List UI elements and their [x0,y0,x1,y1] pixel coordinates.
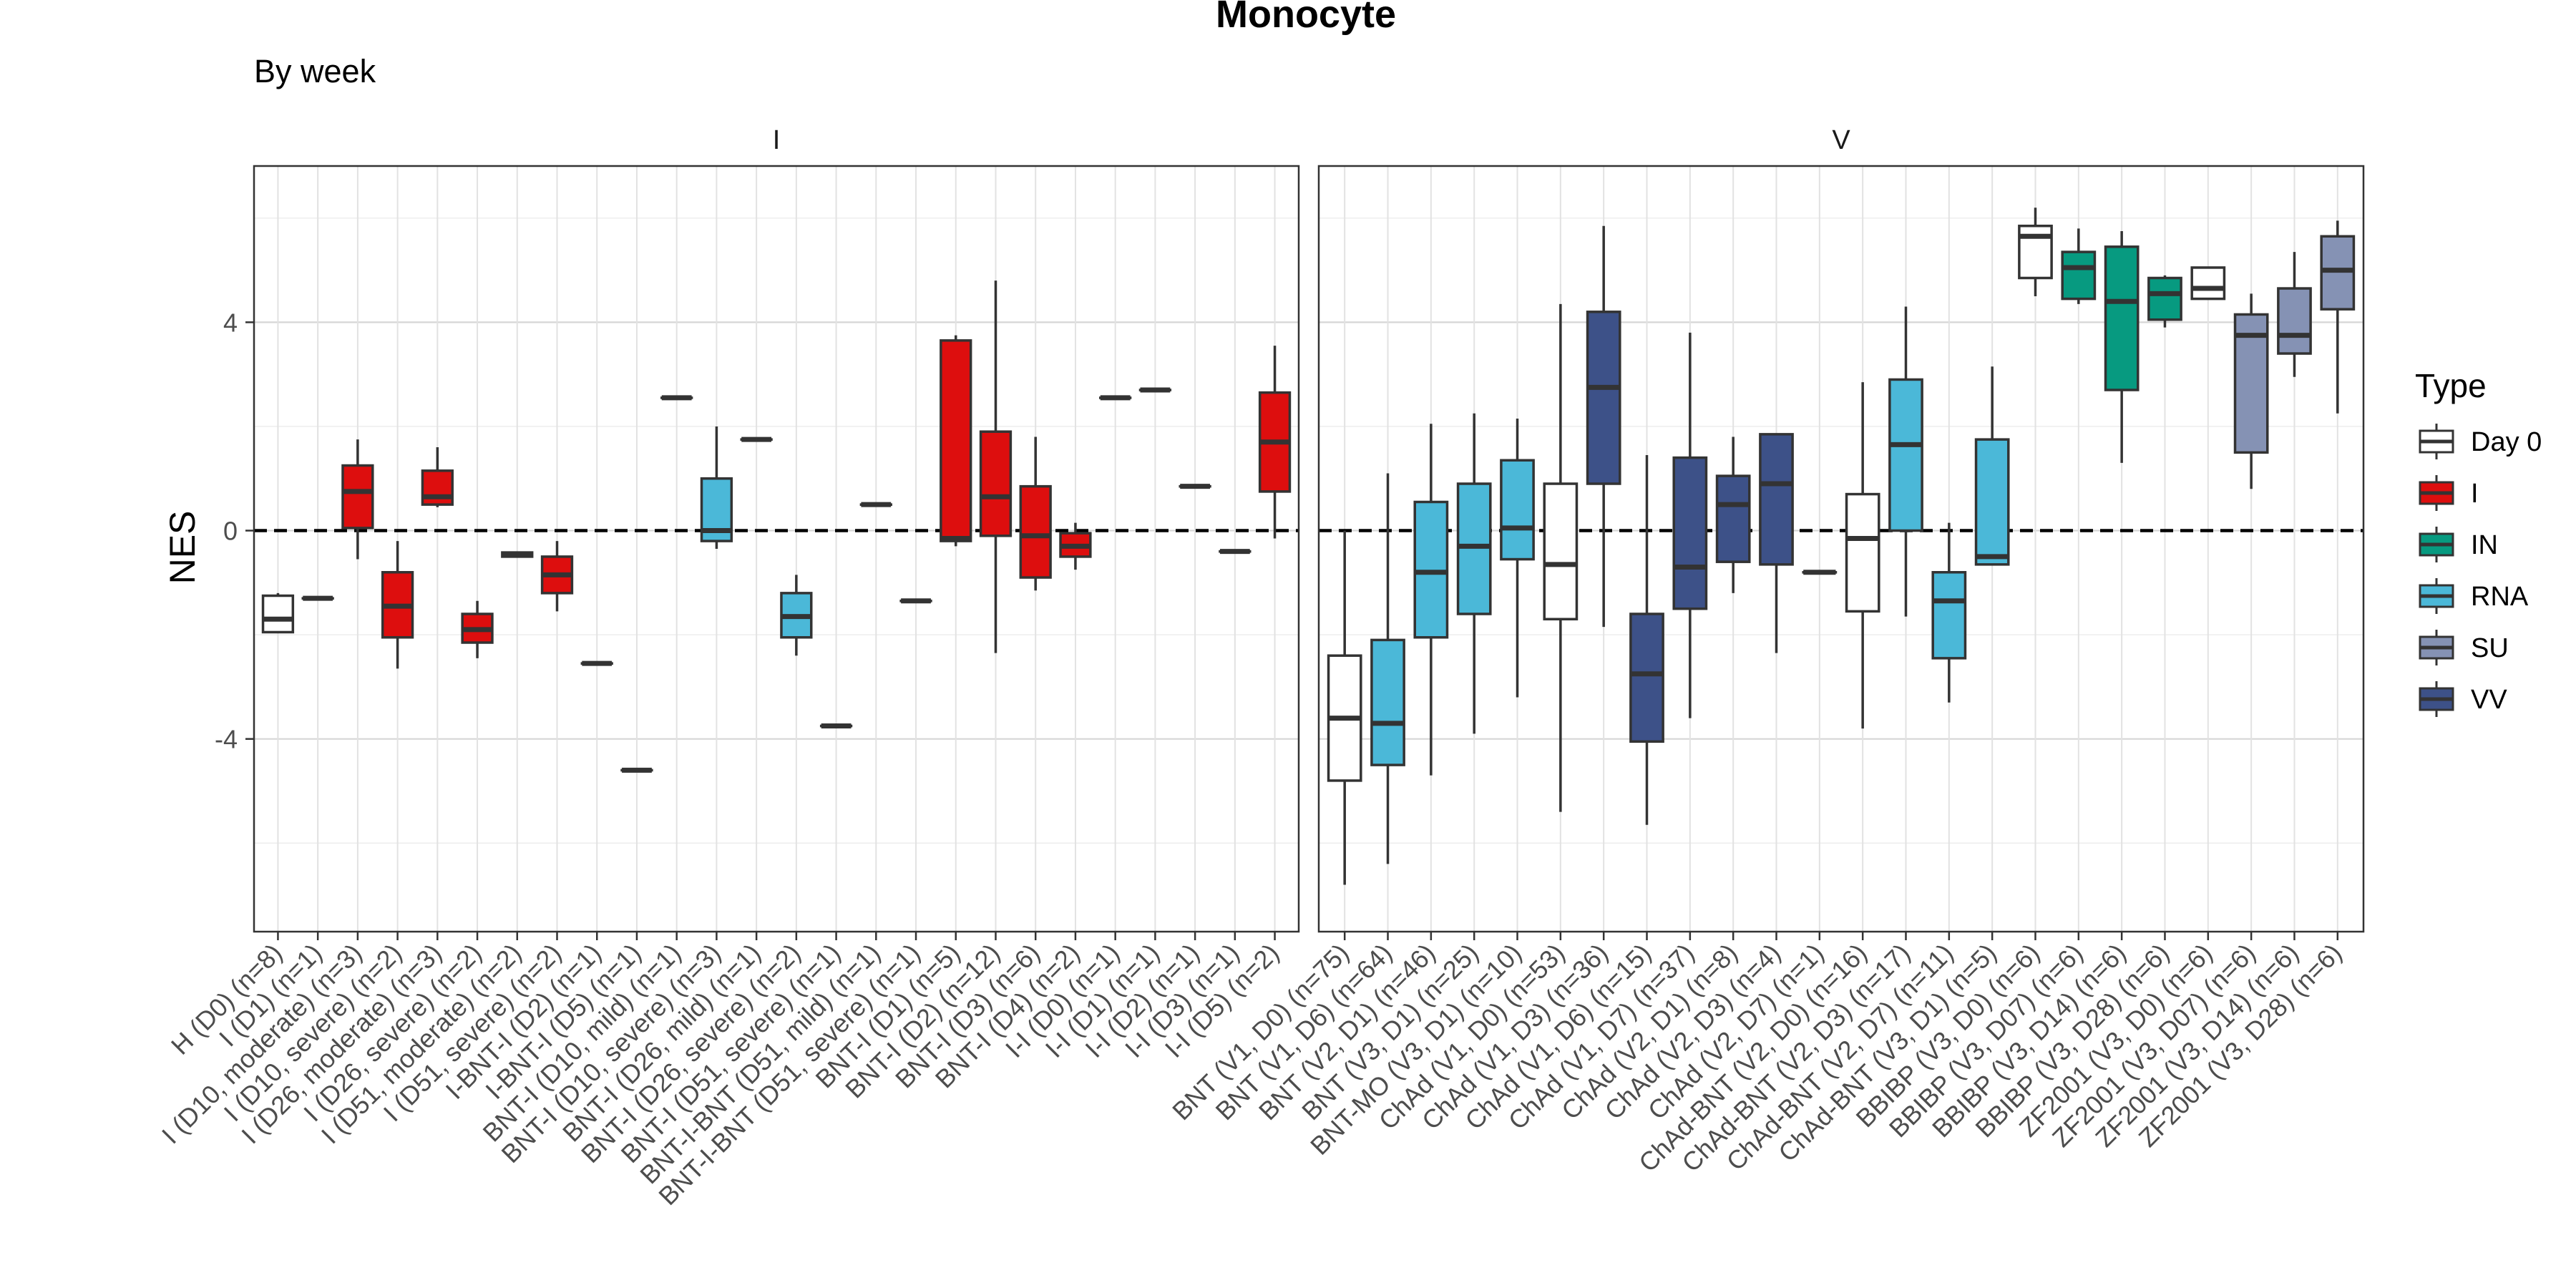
panel-plot-area [1319,166,2363,932]
box-body [1543,482,1579,621]
chart-subtitle: By week [254,53,376,89]
box-16 [2018,208,2053,296]
box-body [940,339,972,542]
chart-legend: Type Day 0 I IN RNA SU VV [2415,367,2542,717]
box-6 [501,551,534,558]
y-tick-label: -4 [215,725,238,754]
y-tick-label: 0 [223,517,238,546]
box-body [979,430,1013,537]
box-4 [1500,419,1535,698]
box-body [261,594,295,634]
box-body [1456,482,1492,615]
box-body [2104,245,2140,391]
chart-title: Monocyte [1216,0,1396,36]
box-body [1715,474,1751,563]
box-19 [2147,275,2182,328]
box-2 [341,439,374,560]
legend-label: SU [2471,633,2509,663]
box-body [1019,484,1052,579]
box-body [1629,613,1664,743]
y-tick-label: 4 [223,308,238,337]
box-17 [940,335,972,547]
box-body [1759,433,1794,566]
box-body [2147,276,2182,321]
panel-border [1317,165,2365,933]
box-13 [780,575,813,656]
box-body [341,464,374,530]
box-body [1931,571,1967,660]
box-25 [1258,346,1292,539]
legend-entry: I [2419,475,2479,511]
legend-label: IN [2471,530,2498,560]
box-10 [1759,433,1794,653]
legend-entry: VV [2419,681,2507,717]
box-body [1672,456,1708,610]
box-23 [2320,220,2356,414]
panel-plot-area [254,166,1299,932]
box-17 [2061,228,2097,304]
box-body [1500,459,1535,561]
box-body [2320,235,2356,311]
box-18 [979,280,1013,653]
box-3 [1456,413,1492,734]
box-body [1888,378,1923,532]
legend-entry: IN [2419,527,2498,562]
box-9 [1715,436,1751,593]
legend-label: Day 0 [2471,427,2542,457]
legend-label: I [2471,479,2479,509]
box-0 [1327,530,1362,885]
y-axis: 4 0 -4 [215,308,254,754]
box-21 [2233,293,2269,489]
box-0 [261,592,295,634]
box-18 [2104,230,2140,463]
box-7 [540,541,574,612]
legend-label: RNA [2471,582,2529,612]
legend-entry: SU [2419,630,2509,665]
box-15 [1974,366,2010,566]
box-body [1974,438,2010,566]
legend-entry: RNA [2419,578,2529,614]
box-14 [1931,522,1967,703]
box-11 [700,426,733,549]
panel-strip-label: I [773,125,781,155]
box-body [1413,500,1449,639]
box-20 [1059,522,1092,570]
box-6 [1586,225,1621,628]
box-body [2018,224,2053,280]
y-axis-label: NES [162,511,203,585]
panel-border [253,165,1300,933]
legend-label: VV [2471,685,2507,715]
box-3 [381,541,414,669]
box-20 [2190,266,2226,301]
box-4 [421,447,454,507]
box-body [421,469,454,506]
box-5 [461,600,494,658]
box-8 [1672,332,1708,718]
box-1 [1370,473,1405,864]
box-body [1586,311,1621,485]
box-12 [1845,382,1880,729]
box-7 [1629,454,1664,825]
panel-strip-label: V [1832,125,1850,155]
box-body [2190,266,2226,301]
box-body [1845,492,1880,613]
box-19 [1019,436,1052,591]
panel-i: IH (D0) (n=8)I (D1) (n=1)I (D10, moderat… [156,125,1300,1211]
box-body [2061,250,2097,301]
legend-title: Type [2415,367,2487,404]
box-5 [1543,303,1579,812]
chart-panels: IH (D0) (n=8)I (D1) (n=1)I (D10, moderat… [156,125,2365,1211]
box-22 [2277,252,2312,377]
legend-entry: Day 0 [2419,424,2542,459]
box-13 [1888,306,1923,617]
box-body [2277,287,2312,355]
box-body [1370,638,1405,766]
box-2 [1413,424,1449,776]
